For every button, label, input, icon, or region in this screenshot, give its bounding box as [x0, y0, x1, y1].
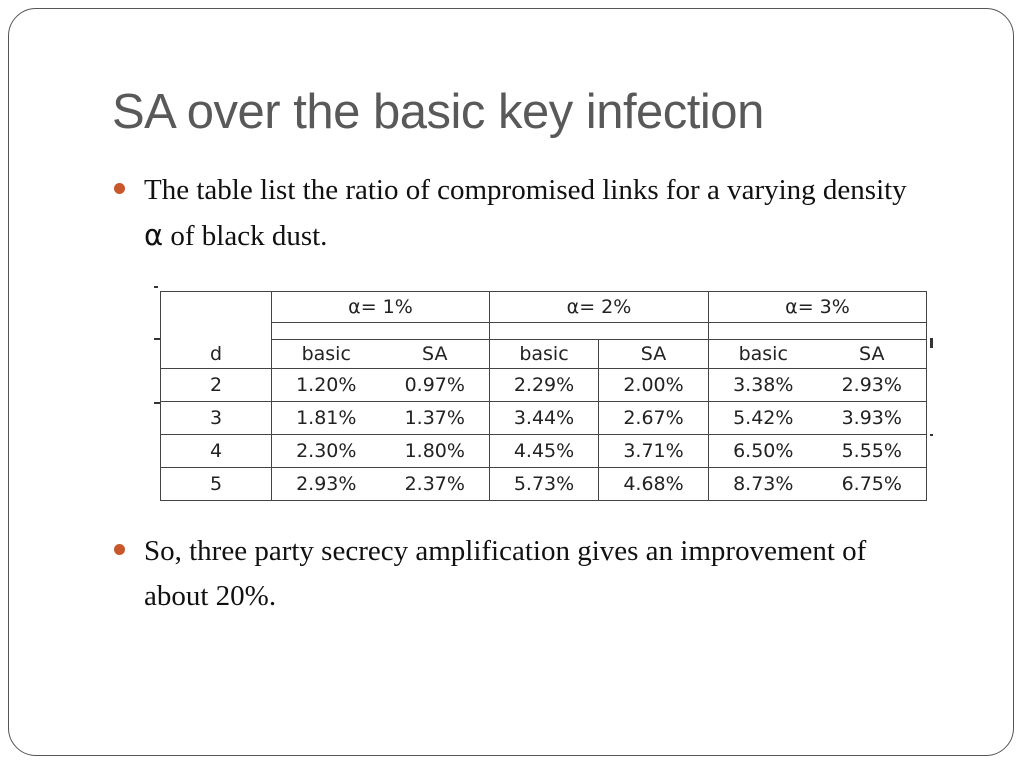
- table-cell: 2.93%: [271, 467, 381, 501]
- slide-title: SA over the basic key infection: [112, 85, 764, 139]
- table-cell: 2.30%: [271, 434, 381, 468]
- sub-header-sa: SA: [598, 339, 709, 369]
- table-cell: 6.75%: [817, 467, 927, 501]
- table-cell: 1.81%: [271, 401, 381, 435]
- table-cell: 5.42%: [708, 401, 818, 435]
- table-cell: 3.44%: [489, 401, 599, 435]
- bullet-text-after: of black dust.: [163, 220, 328, 252]
- spacer-cell: [708, 322, 927, 340]
- table-cell: 6.50%: [708, 434, 818, 468]
- alpha-symbol: α: [144, 218, 164, 252]
- table-cell: 3.93%: [817, 401, 927, 435]
- table-row: 5 2.93% 2.37% 5.73% 4.68% 8.73% 6.75%: [160, 467, 927, 501]
- bullet-item-conclusion: So, three party secrecy amplification gi…: [112, 529, 922, 619]
- sub-header-sa: SA: [380, 339, 490, 369]
- table-cell: 5.55%: [817, 434, 927, 468]
- group-header-alpha-1: α= 1%: [271, 291, 490, 323]
- group-header-alpha-3: α= 3%: [708, 291, 927, 323]
- table-cell: 8.73%: [708, 467, 818, 501]
- sub-header-basic: basic: [489, 339, 599, 369]
- row-header-d: d: [160, 339, 272, 369]
- bullet-dot-icon: [114, 544, 125, 555]
- table-cell: 5.73%: [489, 467, 599, 501]
- spacer-cell: [271, 322, 490, 340]
- table-cell: 2.67%: [598, 401, 709, 435]
- d-value: 2: [160, 368, 272, 402]
- corner-cell: [160, 291, 272, 323]
- sub-header-row: d basic SA basic SA basic SA: [160, 339, 927, 369]
- bullet-item-table-description: The table list the ratio of compromised …: [112, 168, 922, 259]
- table-cell: 1.20%: [271, 368, 381, 402]
- table-cell: 2.37%: [380, 467, 490, 501]
- bullet-text: So, three party secrecy amplification gi…: [144, 535, 867, 612]
- spacer-cell: [489, 322, 709, 340]
- table-edge-mark: [930, 338, 933, 348]
- bullet-dot-icon: [114, 183, 125, 194]
- table-cell: 0.97%: [380, 368, 490, 402]
- spacer-row: [160, 322, 927, 340]
- table-edge-mark: [930, 434, 933, 436]
- table-row: 3 1.81% 1.37% 3.44% 2.67% 5.42% 3.93%: [160, 401, 927, 435]
- table-cell: 4.68%: [598, 467, 709, 501]
- table-cell: 2.00%: [598, 368, 709, 402]
- table-cell: 3.71%: [598, 434, 709, 468]
- table-cell: 2.93%: [817, 368, 927, 402]
- table-edge-mark: [154, 338, 160, 340]
- table-cell: 4.45%: [489, 434, 599, 468]
- compromised-links-table: α= 1% α= 2% α= 3% d basic SA basic SA ba…: [160, 291, 927, 501]
- sub-header-basic: basic: [271, 339, 381, 369]
- table-cell: 1.80%: [380, 434, 490, 468]
- sub-header-sa: SA: [817, 339, 927, 369]
- d-value: 4: [160, 434, 272, 468]
- group-header-alpha-2: α= 2%: [489, 291, 709, 323]
- corner-cell: [160, 322, 272, 340]
- d-value: 3: [160, 401, 272, 435]
- table-cell: 1.37%: [380, 401, 490, 435]
- table-cell: 2.29%: [489, 368, 599, 402]
- table-cell: 3.38%: [708, 368, 818, 402]
- group-header-row: α= 1% α= 2% α= 3%: [160, 291, 927, 323]
- d-value: 5: [160, 467, 272, 501]
- table-row: 2 1.20% 0.97% 2.29% 2.00% 3.38% 2.93%: [160, 368, 927, 402]
- sub-header-basic: basic: [708, 339, 818, 369]
- results-table-image: α= 1% α= 2% α= 3% d basic SA basic SA ba…: [154, 286, 938, 508]
- table-edge-mark: [154, 402, 160, 404]
- bullet-text-before: The table list the ratio of compromised …: [144, 174, 907, 206]
- table-row: 4 2.30% 1.80% 4.45% 3.71% 6.50% 5.55%: [160, 434, 927, 468]
- table-edge-mark: [154, 286, 158, 288]
- bullet-text: The table list the ratio of compromised …: [144, 168, 922, 259]
